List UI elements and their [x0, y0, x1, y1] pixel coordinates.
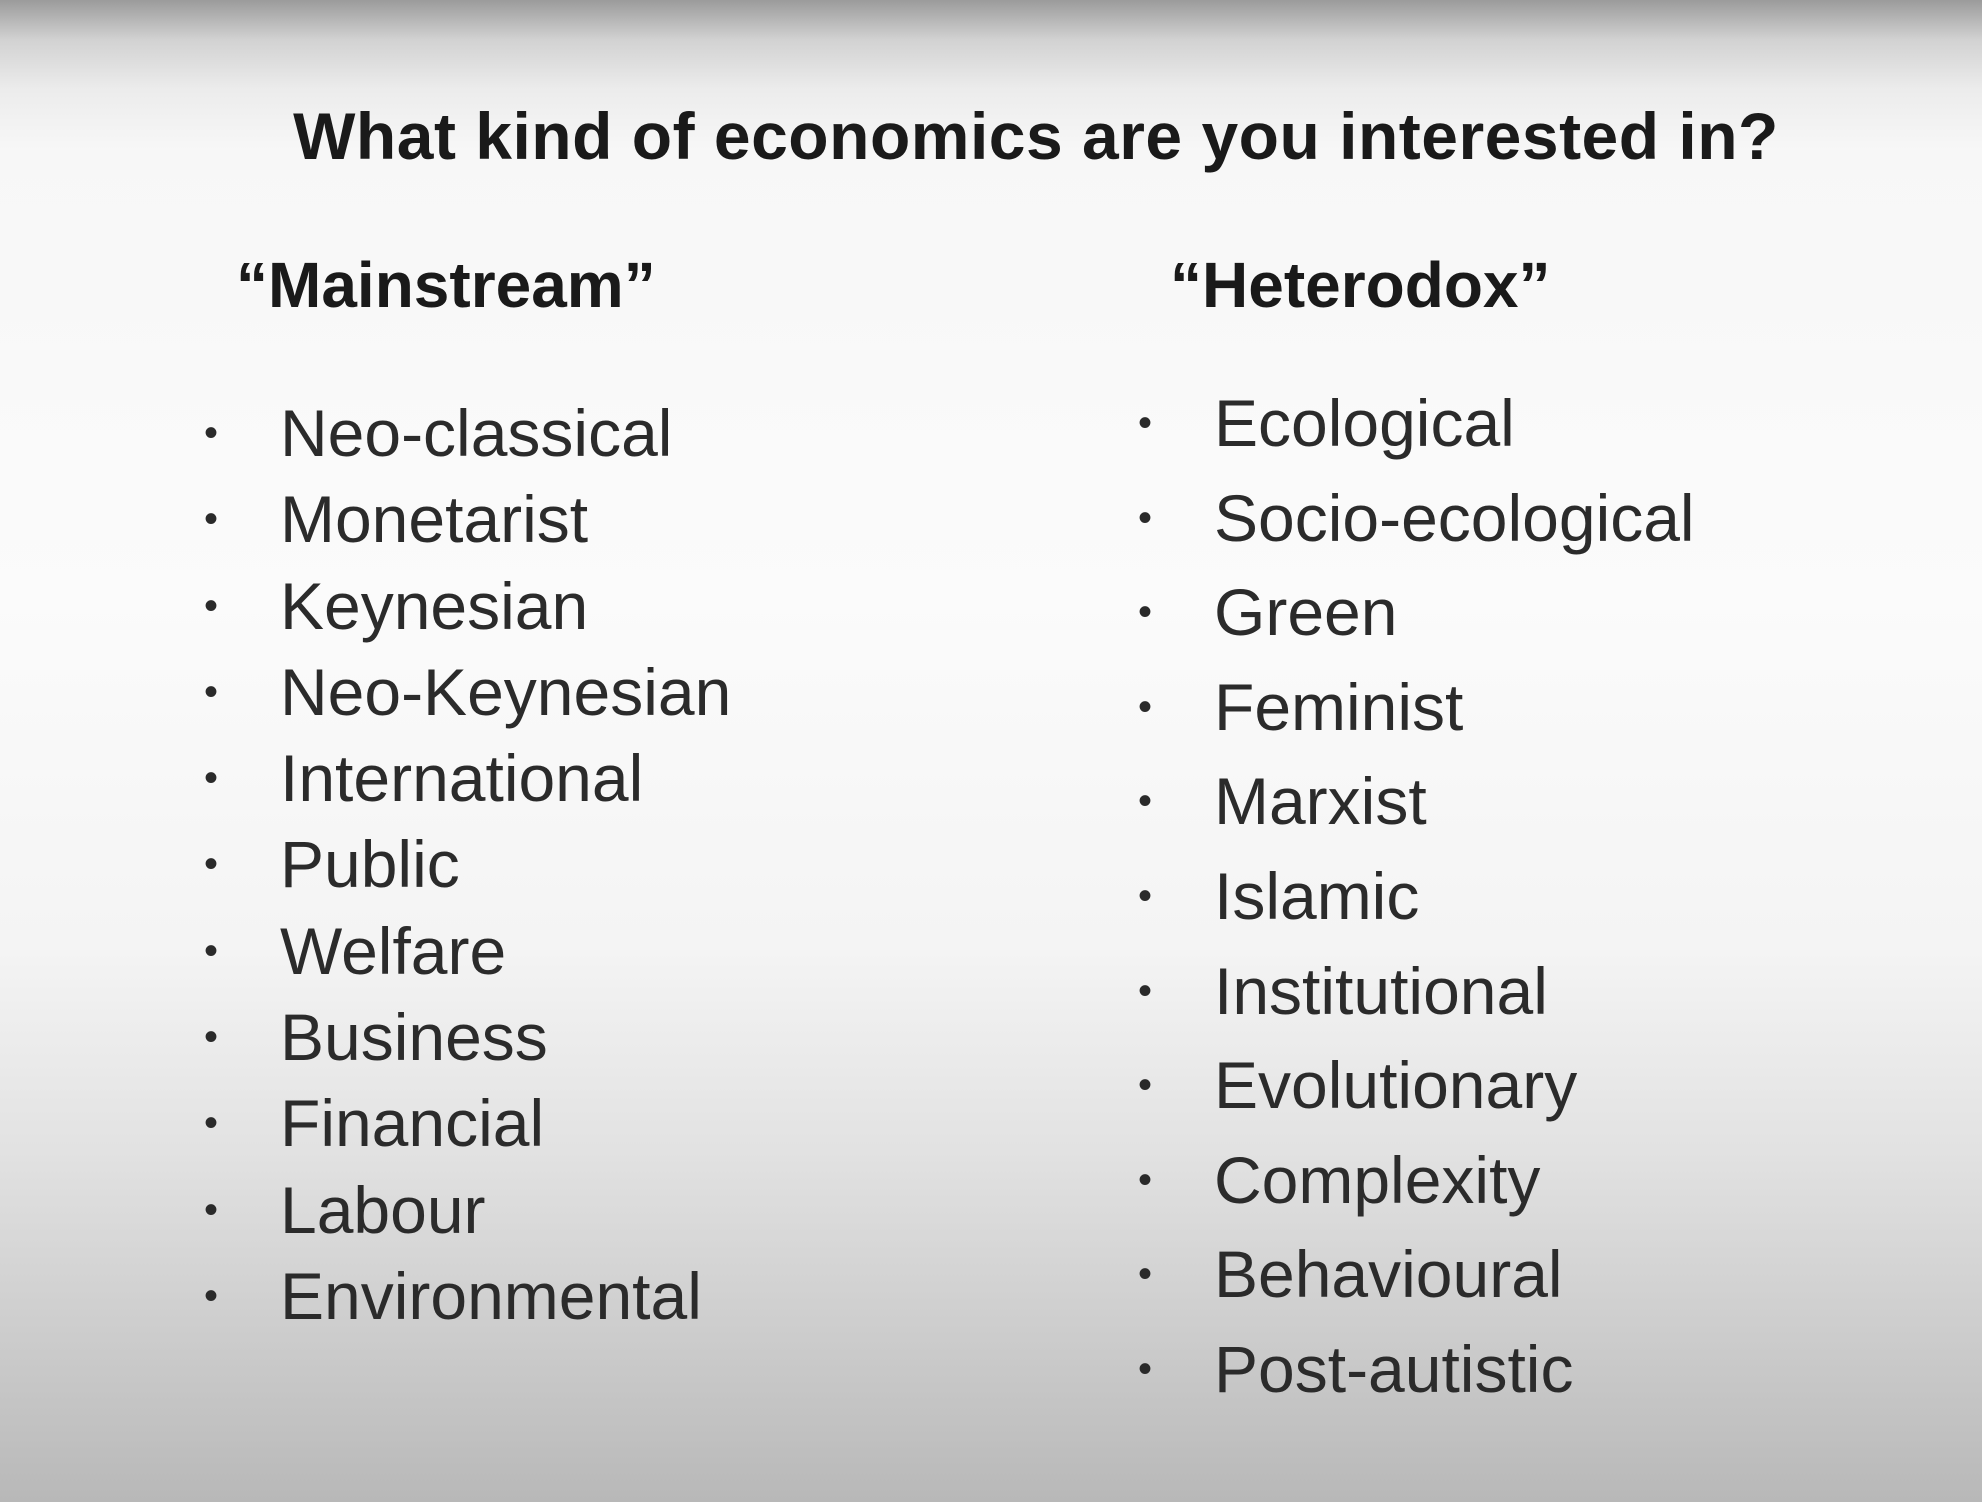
list-item-label: Public	[280, 827, 460, 902]
bullet-icon: •	[204, 669, 219, 714]
list-item-label: Evolutionary	[1214, 1048, 1578, 1123]
list-item: • Environmental	[196, 1258, 731, 1344]
list-item: • Feminist	[1130, 669, 1695, 764]
list-item: • Public	[196, 826, 731, 912]
list-item-label: Neo-classical	[280, 396, 673, 470]
bullet-icon: •	[1138, 968, 1153, 1013]
bullet-icon: •	[1138, 590, 1153, 635]
list-item-label: Behavioural	[1214, 1237, 1563, 1312]
list-item: • Financial	[196, 1085, 731, 1171]
heterodox-heading: “Heterodox”	[1170, 249, 1551, 321]
list-item: • International	[196, 740, 731, 826]
list-item-label: Keynesian	[280, 568, 589, 643]
list-item: • Marxist	[1130, 763, 1695, 858]
bullet-icon: •	[1138, 1252, 1153, 1297]
list-item: • Behavioural	[1130, 1236, 1695, 1331]
bullet-icon: •	[204, 928, 219, 973]
list-item: • Labour	[196, 1172, 731, 1258]
list-item: • Monetarist	[196, 481, 731, 567]
list-item-label: International	[280, 741, 644, 816]
list-item: • Business	[196, 999, 731, 1085]
list-item-label: Labour	[280, 1172, 486, 1247]
heterodox-list: • Ecological • Socio-ecological • Green • Fe…	[1130, 385, 1695, 1426]
list-item: • Ecological	[1130, 385, 1695, 480]
list-item: • Islamic	[1130, 858, 1695, 953]
list-item: • Socio-ecological	[1130, 480, 1695, 575]
mainstream-heading: “Mainstream”	[236, 249, 656, 321]
list-item-label: Monetarist	[280, 482, 589, 557]
bullet-icon: •	[1138, 1157, 1153, 1202]
bullet-icon: •	[204, 1187, 219, 1232]
list-item-label: Socio-ecological	[1214, 480, 1695, 555]
bullet-icon: •	[1138, 1063, 1153, 1108]
list-item-label: Green	[1214, 575, 1398, 650]
list-item-label: Marxist	[1214, 764, 1427, 839]
list-item: • Welfare	[196, 913, 731, 999]
list-item-label: Ecological	[1214, 386, 1515, 460]
list-item-label: Financial	[280, 1086, 545, 1161]
bullet-icon: •	[204, 756, 219, 801]
list-item: • Neo-classical	[196, 395, 731, 481]
list-item-label: Post-autistic	[1214, 1331, 1574, 1406]
bullet-icon: •	[204, 583, 219, 628]
bullet-icon: •	[204, 842, 219, 887]
bullet-icon: •	[1138, 684, 1153, 729]
bullet-icon: •	[204, 1101, 219, 1146]
list-item: • Complexity	[1130, 1142, 1695, 1237]
list-item: • Green	[1130, 574, 1695, 669]
bullet-icon: •	[204, 411, 219, 455]
mainstream-list: • Neo-classical • Monetarist • Keynesian • N…	[196, 395, 731, 1344]
list-item: • Institutional	[1130, 953, 1695, 1048]
list-item: • Neo-Keynesian	[196, 654, 731, 740]
bullet-icon: •	[1138, 1346, 1153, 1391]
list-item-label: Complexity	[1214, 1142, 1541, 1217]
bullet-icon: •	[204, 497, 219, 542]
bullet-icon: •	[1138, 779, 1153, 824]
list-item: • Keynesian	[196, 568, 731, 654]
bullet-icon: •	[204, 1273, 219, 1318]
list-item-label: Feminist	[1214, 669, 1464, 744]
list-item: • Evolutionary	[1130, 1047, 1695, 1142]
list-item-label: Business	[280, 1000, 548, 1075]
list-item-label: Welfare	[280, 913, 507, 988]
list-item-label: Institutional	[1214, 953, 1548, 1028]
list-item: • Post-autistic	[1130, 1331, 1695, 1426]
list-item-label: Environmental	[280, 1258, 702, 1333]
bullet-icon: •	[1138, 495, 1153, 540]
slide-title: What kind of economics are you intereste…	[293, 99, 1779, 173]
list-item-label: Islamic	[1214, 858, 1420, 933]
bullet-icon: •	[204, 1015, 219, 1060]
list-item-label: Neo-Keynesian	[280, 654, 732, 729]
bullet-icon: •	[1138, 873, 1153, 918]
bullet-icon: •	[1138, 401, 1153, 445]
